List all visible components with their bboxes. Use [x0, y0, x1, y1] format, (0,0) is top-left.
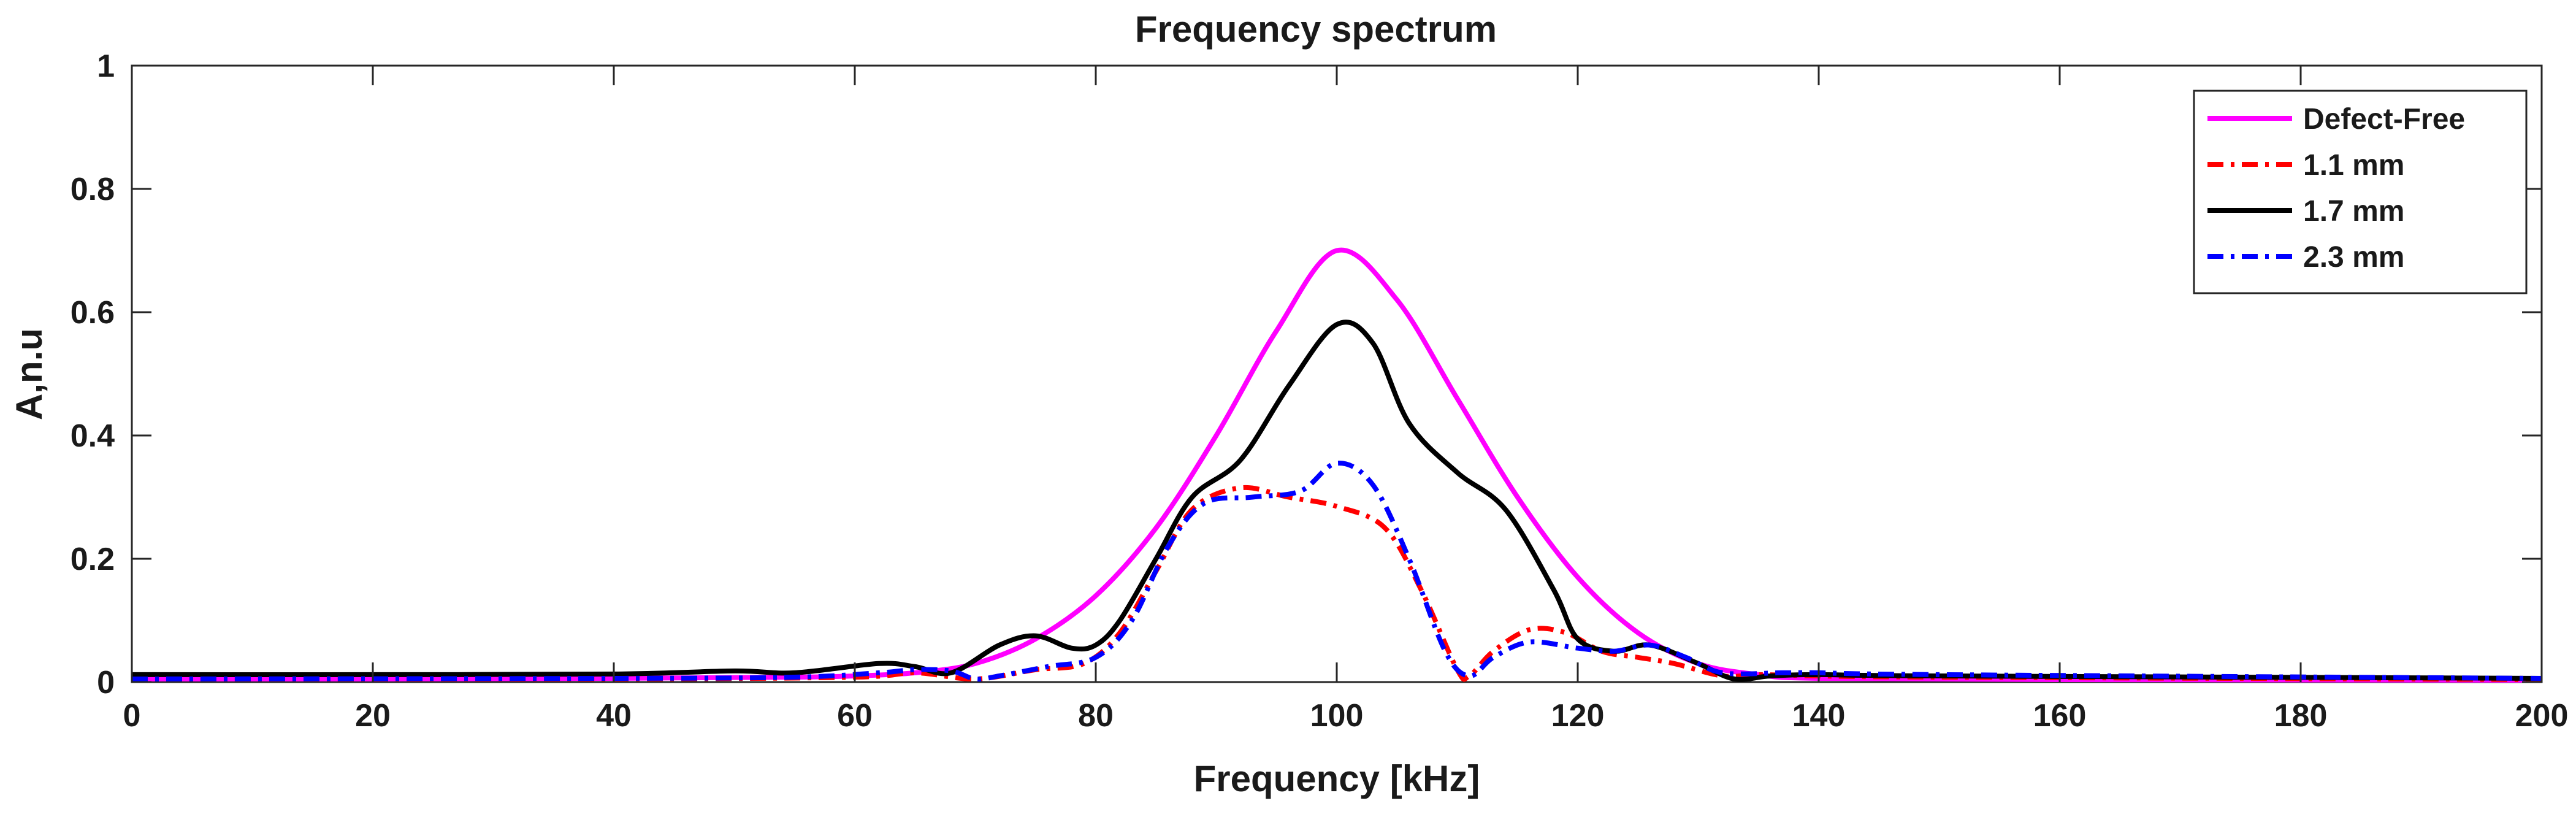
plot-area [131, 64, 2543, 683]
x-tick-label: 160 [2033, 698, 2087, 734]
x-tick-label: 200 [2515, 698, 2569, 734]
x-tick-label: 0 [123, 698, 141, 734]
y-tick-label: 0.8 [71, 172, 115, 207]
y-axis-label: A,n.u [9, 328, 50, 420]
x-tick-label: 40 [596, 698, 632, 734]
legend-label: 2.3 mm [2303, 241, 2404, 274]
y-tick-label: 0.6 [71, 295, 115, 331]
y-tick-label: 0 [97, 665, 115, 700]
x-tick-label: 180 [2274, 698, 2328, 734]
x-tick-label: 80 [1078, 698, 1114, 734]
legend-label: 1.1 mm [2303, 149, 2404, 182]
x-tick-label: 60 [837, 698, 873, 734]
series-line-1-7-mm [131, 320, 2542, 682]
y-tick-label: 0.4 [71, 418, 115, 454]
x-tick-label: 100 [1310, 698, 1364, 734]
legend-label: 1.7 mm [2303, 195, 2404, 228]
x-tick-label: 20 [355, 698, 391, 734]
x-tick-label: 140 [1792, 698, 1846, 734]
legend-label: Defect-Free [2303, 103, 2465, 136]
y-tick-label: 0.2 [71, 542, 115, 577]
x-tick-label: 120 [1551, 698, 1605, 734]
legend-box [2193, 90, 2528, 294]
legend: Defect-Free 1.1 mm 1.7 mm 2.3 mm [2193, 90, 2528, 294]
chart-title: Frequency spectrum [1135, 9, 1497, 50]
x-axis-label: Frequency [kHz] [1194, 758, 1480, 799]
tick-layer: 0 20 40 60 80 100 120 140 160 180 200 0 0.2 0.4 0.6 0.8… [71, 48, 2569, 734]
series-layer [131, 247, 2542, 683]
legend-entries: Defect-Free 1.1 mm 1.7 mm 2.3 mm [2207, 103, 2465, 274]
y-tick-label: 1 [97, 48, 115, 84]
